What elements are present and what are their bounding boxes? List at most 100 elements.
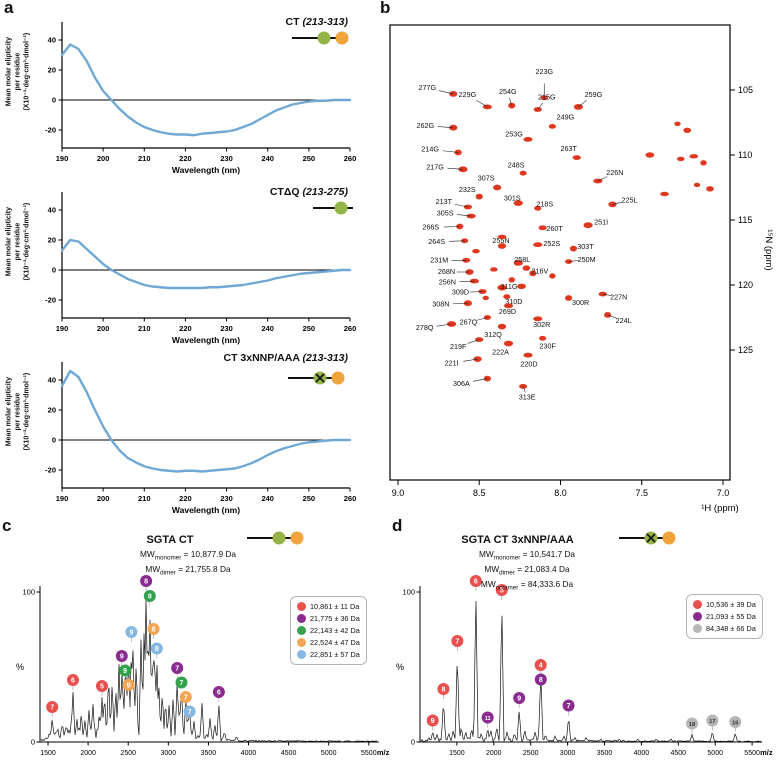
svg-text:9: 9 [123, 668, 127, 675]
x-axis-label: Wavelength (nm) [172, 165, 240, 175]
svg-text:190: 190 [56, 494, 69, 503]
charge-state-marker [451, 635, 464, 647]
svg-text:8: 8 [442, 686, 446, 693]
svg-text:9: 9 [129, 629, 133, 636]
residue-assignment-label: 268N [438, 267, 455, 276]
construct-schematic-ct [292, 31, 349, 45]
charge-state-marker [46, 701, 59, 713]
charge-state-marker [562, 699, 575, 712]
svg-text:6: 6 [474, 578, 478, 585]
svg-text:9: 9 [431, 718, 435, 725]
residue-assignment-label: 248S [508, 160, 525, 169]
mw-octamer: MWoctamer = 84,333.6 Da [480, 579, 574, 592]
cd-spectrum-ct: 190 200 210 220 230 240 250 260 -20 0 20 40 Waveleng… [45, 22, 357, 175]
svg-text:210: 210 [138, 494, 151, 503]
residue-assignment-label: 301S [504, 193, 521, 202]
residue-assignment-label: 250M [578, 255, 596, 264]
svg-text:220: 220 [179, 324, 192, 333]
svg-text:0: 0 [52, 266, 56, 275]
residue-assignment-label: 222A [492, 348, 509, 357]
svg-text:260: 260 [344, 494, 357, 503]
residue-assignment-label: 230F [539, 342, 556, 351]
residue-assignment-label: 252S [543, 239, 560, 248]
charge-state-marker [175, 676, 188, 689]
svg-text:-20: -20 [45, 296, 56, 305]
nmr-hsqc-spectrum: 9.0 8.5 8.0 7.5 7.0 105 110 115 120 125 ¹H (ppm) ¹⁵… [389, 24, 774, 514]
charge-state-marker [147, 623, 160, 635]
svg-text:7: 7 [175, 665, 179, 672]
charge-state-marker [212, 686, 225, 698]
svg-text:7: 7 [180, 680, 184, 687]
charge-state-marker [171, 662, 184, 674]
nmr-peak [533, 242, 543, 248]
cd-curve [60, 369, 352, 473]
svg-text:4: 4 [539, 662, 543, 669]
legend-entry: 22,143 ± 42 Da [297, 626, 360, 635]
svg-text:20: 20 [48, 66, 56, 75]
legend-entry: 10,861 ± 11 Da [297, 602, 360, 611]
svg-text:210: 210 [138, 324, 151, 333]
nmr-peak [519, 170, 527, 176]
legend-color-dot [297, 638, 306, 647]
charge-state-marker [481, 711, 494, 724]
svg-text:2000: 2000 [486, 750, 502, 757]
svg-text:5000: 5000 [321, 750, 337, 757]
svg-text:0: 0 [52, 96, 56, 105]
green-domain-circle [334, 201, 348, 215]
charge-state-marker [95, 680, 108, 692]
n-axis-label: ¹⁵N (ppm) [763, 229, 774, 270]
svg-text:5000: 5000 [707, 750, 723, 757]
charge-state-marker [143, 590, 156, 602]
construct-schematic-3xnnp [288, 371, 345, 385]
residue-assignment-label: 310D [505, 297, 522, 306]
mass-legend-sgta-ct: 10,861 ± 11 Da 21,775 ± 36 Da 22,143 ± 42 … [290, 596, 367, 665]
svg-text:3000: 3000 [560, 750, 576, 757]
svg-text:200: 200 [97, 154, 110, 163]
svg-text:5: 5 [500, 587, 504, 594]
legend-color-dot [297, 650, 306, 659]
legend-color-dot [297, 626, 306, 635]
nmr-peak [458, 166, 468, 173]
nmr-peak [497, 243, 507, 249]
panel-d-label: d [392, 516, 403, 535]
svg-text:3000: 3000 [161, 750, 177, 757]
nmr-peak [513, 260, 523, 266]
nmr-peak [529, 270, 537, 277]
residue-assignment-label: 221I [445, 358, 459, 367]
orange-domain-circle [662, 531, 676, 545]
nmr-peak [693, 182, 701, 188]
mw-values-sgta-ct-3xnnp: MWmonomer = 10,541.7 Da MWdimer = 21,083… [432, 548, 622, 593]
residue-assignment-label: 263T [561, 144, 578, 153]
nmr-peak [676, 156, 685, 162]
svg-text:17: 17 [709, 719, 715, 725]
charge-state-marker [150, 642, 163, 655]
residue-assignment-label: 229G [459, 90, 477, 99]
residue-assignment-label: 254G [499, 87, 517, 96]
mass-spectrum-sgta-ct-3xnnp: 100 0% 1500 2000 2500 3000 3500 4000 4500 5000 550… [396, 575, 773, 757]
svg-text:190: 190 [56, 324, 69, 333]
svg-text:230: 230 [220, 154, 233, 163]
nmr-peak [523, 352, 533, 358]
mz-axis-label: m/z [760, 748, 773, 757]
nmr-peak [538, 225, 547, 231]
residue-assignment-label: 309D [452, 288, 469, 297]
legend-text: 21,093 ± 55 Da [706, 612, 756, 621]
svg-text:100: 100 [22, 588, 35, 597]
svg-text:18: 18 [689, 722, 695, 728]
svg-text:260: 260 [344, 154, 357, 163]
mw-values-sgta-ct: MWmonomer = 10,877.9 Da MWdimer = 21,755… [78, 548, 298, 578]
h-axis-label: ¹H (ppm) [701, 503, 738, 514]
svg-text:7.0: 7.0 [717, 488, 730, 498]
residue-assignment-label: 219F [450, 342, 467, 351]
svg-text:100: 100 [402, 588, 415, 597]
legend-text: 84,348 ± 66 Da [706, 624, 756, 633]
charge-state-marker [534, 673, 547, 686]
residue-assignment-label: 255N [492, 236, 509, 245]
green-domain-circle [317, 31, 331, 45]
residue-assignment-label: 260T [546, 224, 563, 233]
nmr-peak [522, 265, 531, 271]
nmr-peak [517, 283, 526, 289]
legend-entry: 22,851 ± 57 Da [297, 650, 360, 659]
residue-assignment-label: 302R [533, 320, 550, 329]
